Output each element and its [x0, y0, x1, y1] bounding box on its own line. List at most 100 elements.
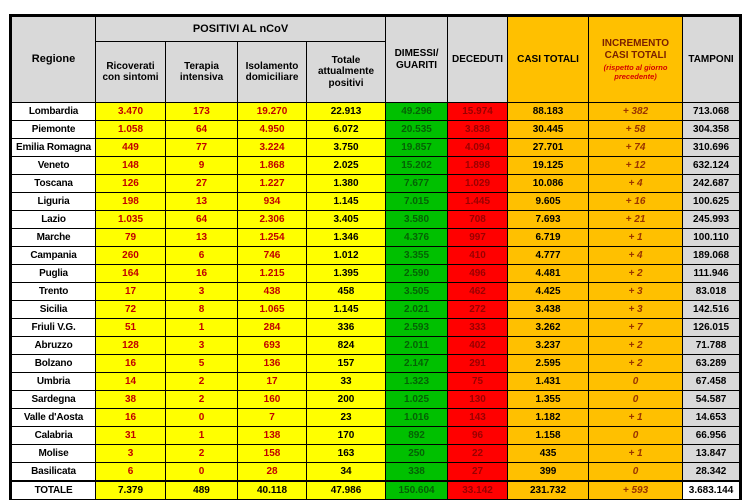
incremento-cell: + 1: [588, 228, 684, 247]
casi-totali-cell: 231.732: [507, 480, 590, 500]
incremento-cell: + 1: [588, 408, 684, 427]
isolamento-cell: 284: [237, 318, 307, 337]
terapia-intensiva-cell: 8: [165, 300, 238, 319]
ricoverati-cell: 16: [95, 408, 166, 427]
incremento-cell: + 2: [588, 264, 684, 283]
casi-totali-cell: 1.431: [507, 372, 590, 391]
casi-totali-cell: 27.701: [507, 138, 590, 157]
dimessi-guariti-cell: 4.376: [385, 228, 449, 247]
incremento-cell: + 4: [588, 246, 684, 265]
terapia-intensiva-cell: 2: [165, 444, 238, 463]
region-name-cell: Toscana: [10, 174, 96, 193]
isolamento-cell: 2.306: [237, 210, 307, 229]
casi-totali-cell: 1.182: [507, 408, 590, 427]
terapia-intensiva-cell: 2: [165, 372, 238, 391]
region-name-cell: Umbria: [10, 372, 96, 391]
dimessi-guariti-cell: 49.296: [385, 102, 449, 121]
covid-data-table: Regione POSITIVI AL nCoV DIMESSI/ GUARIT…: [9, 14, 743, 500]
tamponi-cell: 632.124: [682, 156, 742, 175]
table-body: Lombardia 3.470 173 19.270 22.913 49.296 15.97…: [10, 102, 742, 500]
totale-positivi-cell: 824: [305, 336, 387, 355]
header-incremento-note: (rispetto al giorno precedente): [603, 62, 668, 81]
casi-totali-cell: 3.438: [507, 300, 590, 319]
table-row: Sicilia 72 8 1.065 1.145 2.021 272 3.438 + 3 142.…: [10, 300, 742, 319]
casi-totali-cell: 399: [507, 462, 590, 482]
terapia-intensiva-cell: 9: [165, 156, 238, 175]
terapia-intensiva-cell: 173: [165, 102, 238, 121]
table-header: Regione POSITIVI AL nCoV DIMESSI/ GUARIT…: [10, 15, 742, 103]
totale-positivi-cell: 200: [305, 390, 387, 409]
deceduti-cell: 27: [447, 462, 509, 482]
incremento-cell: 0: [588, 426, 684, 445]
region-name-cell: Trento: [10, 282, 96, 301]
totale-positivi-cell: 1.395: [305, 264, 387, 283]
isolamento-cell: 138: [237, 426, 307, 445]
dimessi-guariti-cell: 338: [385, 462, 449, 482]
dimessi-guariti-cell: 3.580: [385, 210, 449, 229]
deceduti-cell: 402: [447, 336, 509, 355]
region-name-cell: Calabria: [10, 426, 96, 445]
terapia-intensiva-cell: 5: [165, 354, 238, 373]
incremento-cell: + 58: [588, 120, 684, 139]
table-row: Trento 17 3 438 458 3.505 462 4.425 + 3 83.018: [10, 282, 742, 301]
isolamento-cell: 1.227: [237, 174, 307, 193]
totale-positivi-cell: 458: [305, 282, 387, 301]
terapia-intensiva-cell: 77: [165, 138, 238, 157]
table-row: Veneto 148 9 1.868 2.025 15.202 1.898 19.125 + 1…: [10, 156, 742, 175]
deceduti-cell: 997: [447, 228, 509, 247]
ricoverati-cell: 7.379: [95, 480, 166, 500]
dimessi-guariti-cell: 150.604: [385, 480, 449, 500]
deceduti-cell: 291: [447, 354, 509, 373]
incremento-cell: + 12: [588, 156, 684, 175]
region-name-cell: Sardegna: [10, 390, 96, 409]
table-row: Abruzzo 128 3 693 824 2.011 402 3.237 + 2 71.788: [10, 336, 742, 355]
casi-totali-cell: 2.595: [507, 354, 590, 373]
table-row: Basilicata 6 0 28 34 338 27 399 0 28.342: [10, 462, 742, 482]
region-name-cell: Friuli V.G.: [10, 318, 96, 337]
region-name-cell: Piemonte: [10, 120, 96, 139]
header-incremento-title: INCREMENTO CASI TOTALI: [602, 37, 670, 61]
tamponi-cell: 66.956: [682, 426, 742, 445]
casi-totali-cell: 6.719: [507, 228, 590, 247]
table-row: Piemonte 1.058 64 4.950 6.072 20.535 3.838 30.4…: [10, 120, 742, 139]
totale-positivi-cell: 34: [305, 462, 387, 482]
dimessi-guariti-cell: 2.011: [385, 336, 449, 355]
region-name-cell: Campania: [10, 246, 96, 265]
dimessi-guariti-cell: 1.016: [385, 408, 449, 427]
dimessi-guariti-cell: 20.535: [385, 120, 449, 139]
casi-totali-cell: 9.605: [507, 192, 590, 211]
table-row: Sardegna 38 2 160 200 1.025 130 1.355 0 54.587: [10, 390, 742, 409]
table-row: Lazio 1.035 64 2.306 3.405 3.580 708 7.693 + 21 2…: [10, 210, 742, 229]
ricoverati-cell: 1.035: [95, 210, 166, 229]
tamponi-cell: 713.068: [682, 102, 742, 121]
table-row: Toscana 126 27 1.227 1.380 7.677 1.029 10.086 + …: [10, 174, 742, 193]
casi-totali-cell: 3.262: [507, 318, 590, 337]
terapia-intensiva-cell: 1: [165, 318, 238, 337]
totale-positivi-cell: 1.346: [305, 228, 387, 247]
totale-positivi-cell: 22.913: [305, 102, 387, 121]
terapia-intensiva-cell: 2: [165, 390, 238, 409]
incremento-cell: + 4: [588, 174, 684, 193]
totale-positivi-cell: 23: [305, 408, 387, 427]
region-name-cell: Puglia: [10, 264, 96, 283]
tamponi-cell: 189.068: [682, 246, 742, 265]
header-totale-positivi: Totale attualmente positivi: [305, 41, 387, 103]
dimessi-guariti-cell: 19.857: [385, 138, 449, 157]
region-name-cell: Veneto: [10, 156, 96, 175]
ricoverati-cell: 126: [95, 174, 166, 193]
tamponi-cell: 245.993: [682, 210, 742, 229]
deceduti-cell: 75: [447, 372, 509, 391]
incremento-cell: 0: [588, 462, 684, 482]
incremento-cell: + 382: [588, 102, 684, 121]
table-row: Molise 3 2 158 163 250 22 435 + 1 13.847: [10, 444, 742, 463]
terapia-intensiva-cell: 3: [165, 282, 238, 301]
dimessi-guariti-cell: 7.677: [385, 174, 449, 193]
deceduti-cell: 33.142: [447, 480, 509, 500]
isolamento-cell: 438: [237, 282, 307, 301]
incremento-cell: + 593: [588, 480, 684, 500]
deceduti-cell: 496: [447, 264, 509, 283]
incremento-cell: + 1: [588, 444, 684, 463]
header-dimessi-guariti: DIMESSI/ GUARITI: [385, 15, 449, 103]
tamponi-cell: 304.358: [682, 120, 742, 139]
